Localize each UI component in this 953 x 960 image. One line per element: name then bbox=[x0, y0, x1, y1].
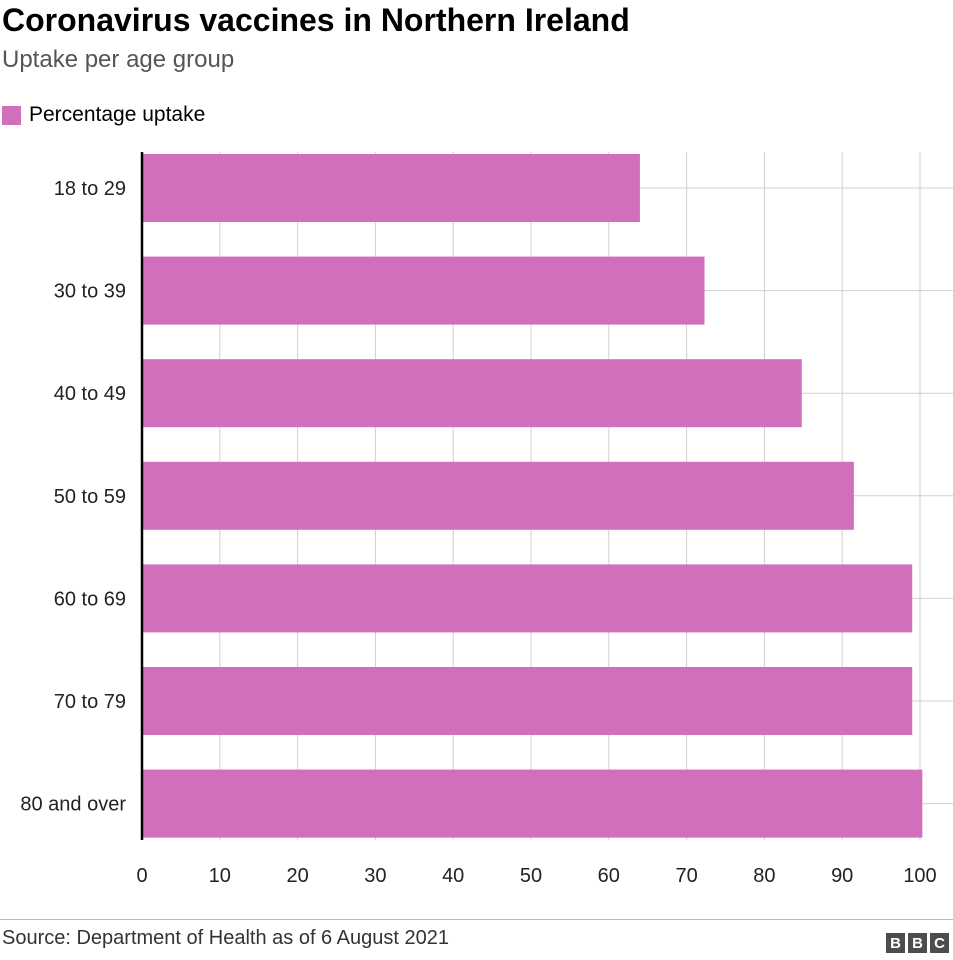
bar bbox=[142, 256, 705, 325]
x-tick-label: 100 bbox=[903, 865, 936, 887]
bar bbox=[142, 769, 923, 838]
bbc-logo-letter: C bbox=[930, 933, 949, 953]
bar bbox=[142, 461, 854, 530]
bbc-logo-letter: B bbox=[908, 933, 927, 953]
x-tick-label: 10 bbox=[209, 865, 231, 887]
bar bbox=[142, 154, 640, 222]
legend: Percentage uptake bbox=[2, 103, 205, 127]
x-tick-label: 30 bbox=[364, 865, 386, 887]
x-tick-label: 90 bbox=[831, 865, 853, 887]
x-tick-label: 40 bbox=[442, 865, 464, 887]
x-tick-label: 60 bbox=[598, 865, 620, 887]
legend-label: Percentage uptake bbox=[29, 103, 206, 126]
category-label: 40 to 49 bbox=[54, 383, 126, 405]
footer-divider bbox=[0, 919, 953, 920]
x-tick-label: 0 bbox=[136, 865, 147, 887]
x-tick-label: 50 bbox=[520, 865, 542, 887]
bar bbox=[142, 667, 913, 735]
category-label: 30 to 39 bbox=[54, 281, 126, 303]
chart-subtitle: Uptake per age group bbox=[2, 46, 235, 73]
category-label: 80 and over bbox=[20, 794, 126, 816]
bar bbox=[142, 564, 913, 633]
category-label: 18 to 29 bbox=[54, 178, 126, 200]
chart-title: Coronavirus vaccines in Northern Ireland bbox=[2, 2, 630, 38]
source-note: Source: Department of Health as of 6 Aug… bbox=[2, 927, 449, 949]
category-label: 60 to 69 bbox=[54, 588, 126, 610]
x-tick-label: 20 bbox=[286, 865, 308, 887]
category-label: 70 to 79 bbox=[54, 691, 126, 713]
category-label: 50 to 59 bbox=[54, 486, 126, 508]
x-tick-label: 80 bbox=[753, 865, 775, 887]
bbc-logo: B B C bbox=[886, 933, 949, 953]
legend-swatch bbox=[2, 105, 21, 125]
bar-chart: 0 10 20 30 40 50 60 70 80 90 100 18 to 29 30 to 39 40… bbox=[20, 152, 953, 887]
x-tick-label: 70 bbox=[675, 865, 697, 887]
bar bbox=[142, 359, 802, 428]
bbc-logo-letter: B bbox=[886, 933, 905, 953]
